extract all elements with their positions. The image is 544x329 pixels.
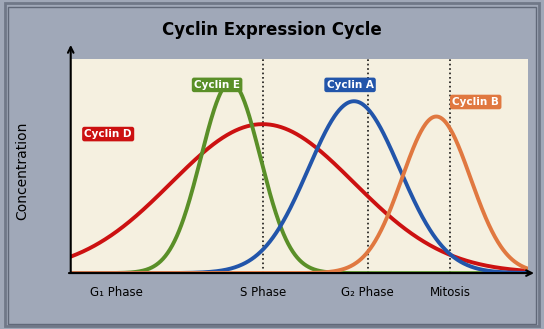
Text: Concentration: Concentration bbox=[15, 122, 29, 220]
Text: Cyclin E: Cyclin E bbox=[194, 80, 240, 90]
Text: S Phase: S Phase bbox=[239, 286, 286, 299]
Text: Cyclin B: Cyclin B bbox=[452, 97, 499, 107]
Text: G₁ Phase: G₁ Phase bbox=[90, 286, 143, 299]
Text: G₂ Phase: G₂ Phase bbox=[342, 286, 394, 299]
Text: Cyclin D: Cyclin D bbox=[84, 129, 132, 139]
Text: Mitosis: Mitosis bbox=[430, 286, 471, 299]
Text: Cyclin A: Cyclin A bbox=[326, 80, 374, 90]
Text: Cyclin Expression Cycle: Cyclin Expression Cycle bbox=[162, 21, 382, 38]
